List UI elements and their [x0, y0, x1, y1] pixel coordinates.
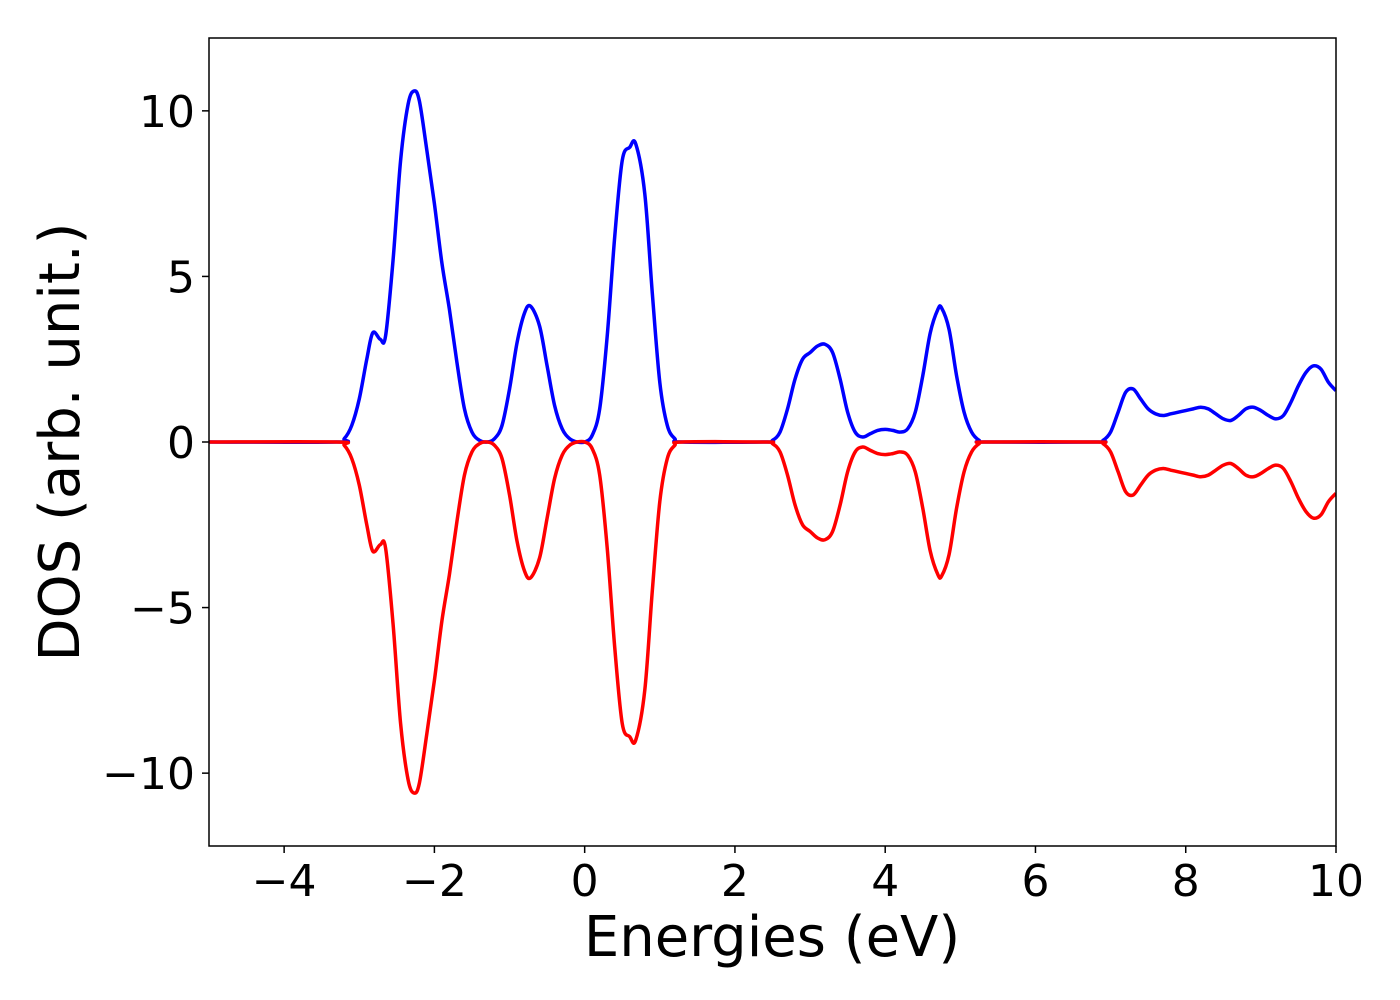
x-axis-title: Energies (eV)	[584, 905, 960, 970]
x-tick-label: 2	[721, 856, 749, 907]
x-tick-label: 10	[1308, 856, 1364, 907]
y-tick-label: 5	[167, 252, 195, 303]
x-tick-label: 4	[871, 856, 899, 907]
y-axis: −10 −5 0 5 10	[102, 87, 209, 800]
x-tick-label: −2	[402, 856, 467, 907]
x-axis: −4 −2 0 2 4 6 8 10	[252, 846, 1364, 907]
y-tick-label: 0	[167, 418, 195, 469]
y-axis-title: DOS (arb. unit.)	[28, 222, 93, 661]
x-tick-label: 0	[571, 856, 599, 907]
y-tick-label: −10	[102, 749, 195, 800]
x-tick-label: 8	[1172, 856, 1200, 907]
y-tick-label: −5	[130, 584, 195, 635]
series-layer	[209, 89, 1336, 795]
series-line-1	[209, 89, 1336, 445]
x-tick-label: 6	[1021, 856, 1049, 907]
y-tick-label: 10	[139, 87, 195, 138]
series-line-2	[209, 439, 1336, 795]
x-tick-label: −4	[252, 856, 317, 907]
